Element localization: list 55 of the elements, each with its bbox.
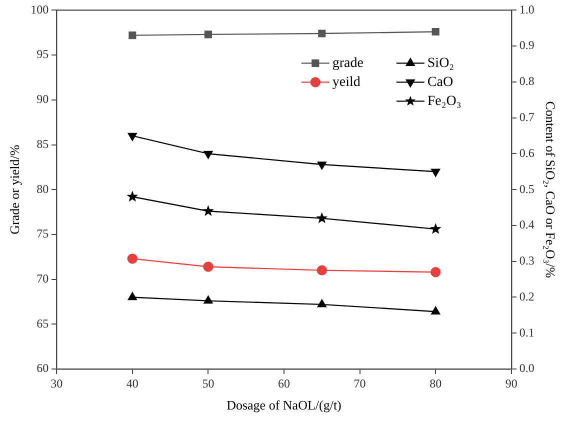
y-tick-label: 90 (36, 92, 49, 106)
point (128, 292, 137, 300)
x-tick-label: 30 (50, 376, 63, 390)
point (317, 299, 326, 308)
y-tick-label: 85 (36, 136, 49, 151)
point (126, 190, 138, 202)
y2-tick-label: 0.2 (519, 289, 534, 304)
point (316, 212, 328, 224)
y2-tick-label: 1.0 (519, 2, 534, 16)
legend-label: grade (332, 56, 364, 71)
y-tick-label: 65 (36, 316, 49, 330)
point (432, 28, 440, 36)
point (204, 296, 213, 304)
y2-tick-label: 0.0 (519, 361, 534, 376)
point (316, 265, 327, 276)
y-axis-title: Grade or yield/% (7, 144, 22, 234)
x-tick-label: 60 (278, 376, 290, 390)
y2-tick-label: 0.9 (519, 38, 534, 52)
y2-tick-label: 0.6 (519, 146, 534, 160)
y2-tick-label: 0.7 (519, 110, 534, 124)
y-tick-label: 60 (36, 361, 49, 376)
point (204, 30, 212, 38)
legend-label: CaO (427, 74, 454, 90)
point (203, 262, 214, 272)
x-tick-label: 80 (430, 376, 442, 390)
y2-tick-label: 0.4 (519, 218, 534, 232)
point (430, 223, 442, 234)
x-tick-label: 50 (202, 376, 214, 390)
x-tick-label: 40 (126, 376, 138, 390)
y2-axis-title: Content of SiO₂, CaO or Fe₂O₃/% (542, 101, 558, 278)
point (430, 267, 441, 278)
y2-tick-label: 0.5 (519, 182, 534, 196)
point (127, 254, 138, 264)
point (202, 205, 214, 216)
y2-tick-label: 0.1 (519, 325, 534, 340)
y2-tick-label: 0.8 (519, 74, 534, 88)
point (431, 306, 440, 314)
y-tick-label: 70 (36, 271, 49, 286)
y-tick-label: 100 (30, 2, 49, 16)
x-tick-label: 70 (354, 376, 366, 390)
point (204, 150, 213, 159)
point (317, 162, 326, 170)
y-tick-label: 95 (36, 47, 49, 62)
y-tick-label: 80 (36, 182, 49, 196)
y-tick-label: 75 (36, 226, 49, 241)
point (431, 168, 440, 177)
legend-label: yeild (332, 74, 360, 90)
x-axis-title: Dosage of NaOL/(g/t) (226, 398, 342, 413)
y2-tick-label: 0.3 (519, 254, 534, 268)
legend-label: SiO₂ (427, 56, 454, 71)
point (128, 132, 137, 141)
legend-label: Fe₂O₃ (427, 94, 462, 109)
point (318, 30, 326, 38)
x-tick-label: 90 (505, 376, 518, 390)
point (128, 32, 136, 40)
